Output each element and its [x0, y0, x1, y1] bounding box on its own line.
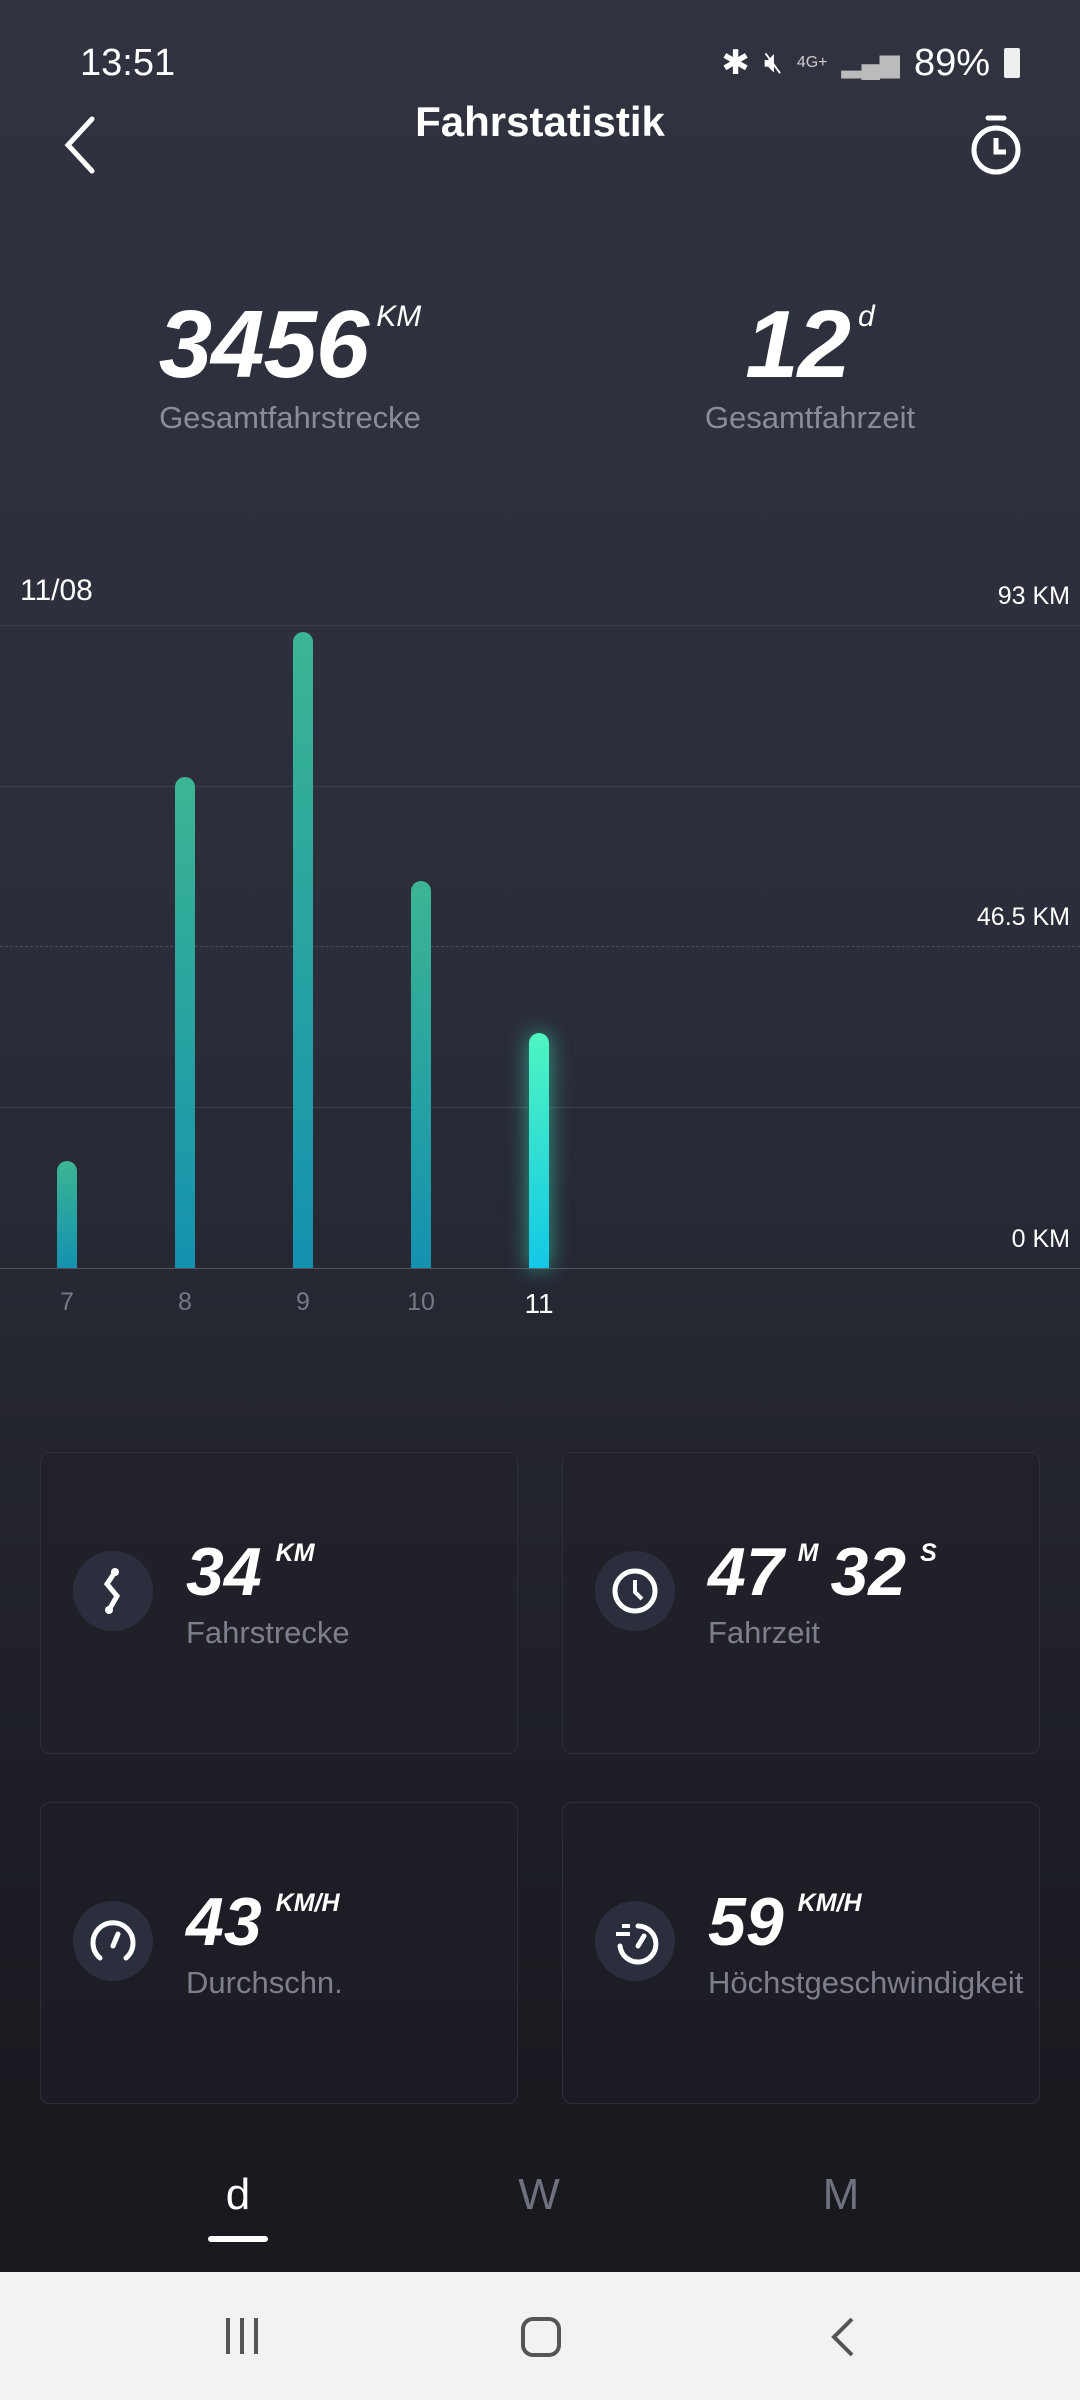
- distance-unit: KM: [275, 1539, 315, 1567]
- system-back-button[interactable]: [828, 2316, 858, 2363]
- chart-date: 11/08: [20, 574, 93, 607]
- card-distance: 34 KM Fahrstrecke: [40, 1452, 518, 1754]
- distance-label: Fahrstrecke: [186, 1615, 350, 1650]
- total-distance: 3456 KM Gesamtfahrstrecke: [130, 290, 450, 436]
- card-average-speed: 43 KM/H Durchschn.: [40, 1802, 518, 2104]
- time-seconds-unit: S: [920, 1539, 937, 1567]
- recents-button[interactable]: [222, 2316, 262, 2361]
- total-distance-label: Gesamtfahrstrecke: [159, 400, 421, 435]
- card-time: 47 M 32 S Fahrzeit: [562, 1452, 1040, 1754]
- tab-indicator: [208, 2236, 268, 2242]
- x-tick-label: 9: [296, 1288, 310, 1316]
- gridline-mid: [0, 946, 1080, 947]
- bar-7[interactable]: [57, 1160, 77, 1268]
- status-bar: 13:51 ✱ 🔇︎ 4G+ ▂▄▆ 89%: [80, 40, 1020, 86]
- clock-icon: [595, 1551, 675, 1631]
- home-icon: [521, 2317, 561, 2357]
- total-distance-unit: KM: [376, 300, 422, 333]
- average-speed-value: 43: [186, 1884, 262, 1960]
- back-arrow-icon: [64, 116, 95, 174]
- network-label: 4G+: [796, 54, 828, 71]
- max-speed-label: Höchstgeschwindigkeit: [708, 1965, 1024, 2000]
- system-back-icon: [831, 2317, 854, 2357]
- bar-8[interactable]: [175, 777, 195, 1268]
- y-tick-label: 0 KM: [1011, 1225, 1070, 1253]
- speedometer-icon: [73, 1901, 153, 1981]
- average-speed-label: Durchschn.: [186, 1965, 343, 2000]
- x-tick-label: 11: [524, 1288, 554, 1319]
- time-minutes: 47: [708, 1534, 784, 1610]
- card-max-speed: 59 KM/H Höchstgeschwindigkeit: [562, 1802, 1040, 2104]
- back-button[interactable]: [60, 115, 100, 175]
- bar-11[interactable]: [529, 1032, 549, 1268]
- tab-day[interactable]: d: [225, 2170, 251, 2219]
- bar-9[interactable]: [293, 631, 313, 1268]
- max-speed-unit: KM/H: [797, 1889, 862, 1917]
- average-speed-unit: KM/H: [275, 1889, 340, 1917]
- total-time: 12 d Gesamtfahrzeit: [660, 290, 960, 436]
- time-seconds: 32: [830, 1534, 907, 1610]
- recents-icon: [226, 2318, 258, 2354]
- max-speed-value: 59: [708, 1884, 784, 1960]
- max-speed-icon: [595, 1901, 675, 1981]
- total-distance-value: 3456: [158, 291, 370, 398]
- status-time: 13:51: [80, 41, 176, 84]
- x-tick-label: 7: [60, 1288, 74, 1316]
- gridline: [0, 625, 1080, 626]
- time-label: Fahrzeit: [708, 1615, 820, 1650]
- tab-week[interactable]: W: [518, 2170, 560, 2219]
- total-time-value: 12: [745, 291, 851, 398]
- bar-10[interactable]: [411, 880, 431, 1268]
- x-tick-label: 10: [407, 1288, 435, 1316]
- page-title: Fahrstatistik: [415, 98, 665, 145]
- stopwatch-icon: [971, 115, 1021, 175]
- home-button[interactable]: [520, 2316, 562, 2363]
- battery-percent: 89%: [913, 41, 990, 84]
- system-nav-bar: [0, 2272, 1080, 2400]
- distance-value: 34: [186, 1534, 262, 1610]
- battery-icon: [1004, 48, 1020, 78]
- baseline: [0, 1268, 1080, 1269]
- total-time-label: Gesamtfahrzeit: [704, 400, 916, 435]
- route-icon: [73, 1551, 153, 1631]
- tab-month[interactable]: M: [822, 2170, 860, 2219]
- gridline: [0, 786, 1080, 787]
- time-minutes-unit: M: [797, 1539, 819, 1567]
- x-tick-label: 8: [178, 1288, 192, 1316]
- signal-icon: ▂▄▆: [841, 47, 900, 78]
- y-tick-label: 46.5 KM: [976, 903, 1070, 931]
- bluetooth-icon: ✱: [721, 44, 750, 82]
- timer-button[interactable]: [968, 112, 1024, 183]
- total-time-unit: d: [858, 300, 875, 333]
- mute-icon: 🔇︎: [763, 46, 783, 79]
- y-tick-label: 93 KM: [997, 582, 1070, 610]
